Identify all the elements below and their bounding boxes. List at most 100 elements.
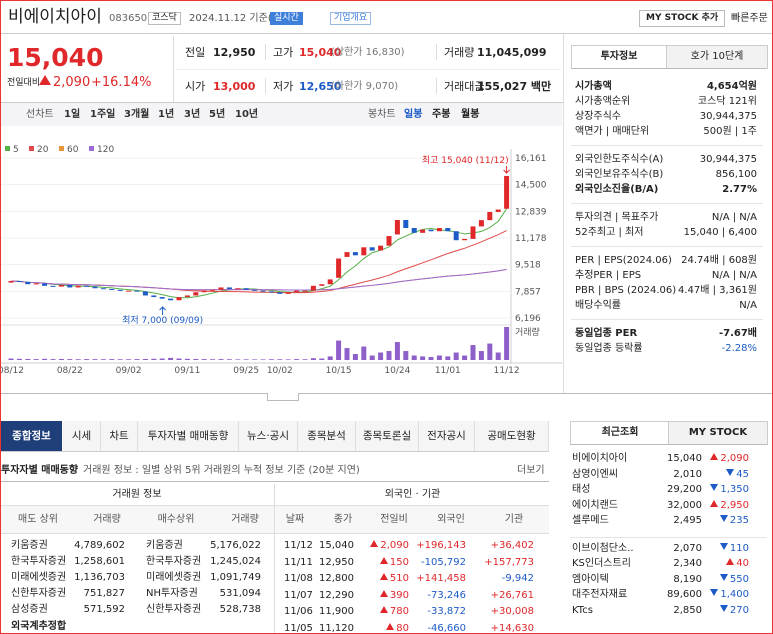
volume-bar: [470, 345, 476, 360]
low-arrow: [159, 306, 166, 315]
period-tab[interactable]: 1일: [64, 109, 81, 120]
candle-tab[interactable]: 주봉: [432, 109, 451, 120]
menu-tab[interactable]: 뉴스·공시: [239, 421, 298, 451]
my-stock-button[interactable]: MY STOCK 추가: [639, 10, 726, 27]
tab[interactable]: MY STOCK: [668, 421, 768, 445]
table-title: 거래원 정보: [112, 489, 162, 500]
summary-note: (하한가 9,070): [331, 81, 399, 92]
candle-body: [100, 288, 106, 290]
table-cell: 11,120: [319, 622, 354, 634]
period-tab[interactable]: 1주일: [90, 109, 116, 120]
table-cell: -46,660: [427, 622, 466, 634]
candle-chart: 16,161 14,500 12,839 11,178 9,518 7,857 6,196 5…: [1, 145, 562, 376]
column-header: 종가: [333, 514, 353, 525]
divider: [1, 33, 772, 34]
menu-tab[interactable]: 종목분석: [298, 421, 356, 451]
x-tick-label: 11/12: [494, 366, 520, 376]
candle-body: [378, 245, 384, 251]
more-link[interactable]: 더보기: [517, 465, 545, 476]
menu-tab[interactable]: 시세: [63, 421, 101, 451]
info-label: 투자의견 | 목표주가: [575, 212, 659, 223]
tab[interactable]: 투자정보: [571, 45, 667, 68]
y-tick-label: 12,839: [515, 207, 547, 217]
recent-name[interactable]: 태성: [572, 484, 591, 495]
table-cell: 키움증권: [11, 540, 48, 551]
recent-name[interactable]: 엠아이텍: [572, 573, 609, 585]
recent-name[interactable]: KTcs: [572, 604, 593, 616]
recent-name[interactable]: 셀루메드: [572, 515, 609, 526]
recent-name[interactable]: 삼영이엔씨: [572, 468, 618, 480]
info-value: N/A: [739, 300, 757, 311]
volume-bar: [403, 351, 409, 360]
volume-bar: [445, 356, 451, 360]
high-arrow: [503, 166, 510, 174]
recent-name[interactable]: 에이치랜드: [572, 499, 618, 511]
y-tick-label: 7,857: [515, 287, 541, 297]
divider: [1, 481, 549, 482]
period-tab[interactable]: 3년: [184, 109, 201, 120]
realtime-badge[interactable]: 실시간: [270, 12, 303, 25]
recent-change: 235: [720, 515, 749, 527]
candle-tab[interactable]: 월봉: [461, 109, 480, 120]
candle-tab[interactable]: 일봉: [404, 109, 423, 120]
table-cell: -9,942: [501, 573, 534, 584]
column-header: 날짜: [285, 514, 305, 525]
menu-tab[interactable]: 차트: [101, 421, 138, 451]
table-cell: 150: [380, 557, 409, 569]
tab[interactable]: 최근조회: [570, 421, 670, 444]
recent-name[interactable]: 비에이치아이: [572, 453, 628, 464]
volume-bar: [50, 359, 56, 360]
volume-bar: [226, 359, 232, 360]
candle-body: [252, 289, 258, 291]
menu-tab[interactable]: 종목토론실: [356, 421, 419, 451]
table-cell: 15,040: [319, 540, 354, 551]
candle-body: [168, 298, 174, 301]
divider: [571, 203, 763, 204]
candle-body: [58, 285, 64, 287]
table-cell: NH투자증권: [146, 588, 198, 599]
recent-change: 2,090: [710, 453, 749, 465]
info-label: 외국인소진율(B/A): [575, 184, 659, 195]
period-tab[interactable]: 1년: [158, 109, 175, 120]
menu-tab[interactable]: 종합정보: [1, 421, 62, 451]
menu-tab[interactable]: 투자자별 매매동향: [138, 421, 239, 451]
tab[interactable]: 호가 10단계: [666, 45, 768, 69]
volume-bar: [134, 359, 140, 360]
candle-body: [42, 283, 48, 286]
collapse-button[interactable]: [267, 393, 299, 401]
divider: [436, 78, 437, 94]
summary-label: 전일: [185, 46, 206, 59]
recent-change: 110: [720, 543, 749, 555]
info-value: N/A | N/A: [711, 212, 757, 223]
info-label: 52주최고 | 최저: [575, 227, 644, 238]
table-cell: 11/06: [284, 606, 313, 617]
candle-body: [50, 285, 56, 287]
table-cell: 11,900: [319, 606, 354, 617]
quick-order-button[interactable]: 빠른주문: [731, 13, 768, 24]
candle-body: [134, 290, 140, 292]
summary-value: 15,040: [299, 46, 342, 59]
table-cell: -73,246: [427, 589, 466, 601]
info-label: 외국인보유주식수(B): [575, 169, 664, 180]
recent-price: 32,000: [667, 499, 702, 511]
candle-body: [302, 290, 308, 292]
candle-body: [75, 285, 81, 288]
info-value: 30,944,375: [699, 154, 757, 165]
volume-bar: [109, 359, 115, 360]
recent-name[interactable]: 이브이첨단소..: [572, 542, 634, 554]
table-cell: 80: [386, 623, 409, 634]
recent-name[interactable]: KS인더스트리: [572, 558, 631, 569]
menu-tab[interactable]: 공매도현황: [475, 421, 549, 451]
table-cell: +141,458: [416, 573, 466, 584]
recent-change: 2,950: [710, 500, 749, 512]
period-tab[interactable]: 10년: [235, 109, 259, 120]
period-tab[interactable]: 3개월: [124, 109, 150, 120]
recent-change: 1,400: [710, 589, 749, 601]
recent-name[interactable]: 대주전자재료: [572, 589, 628, 600]
volume-bar: [453, 352, 459, 360]
menu-tab[interactable]: 전자공시: [419, 421, 475, 451]
candle-body: [277, 292, 283, 294]
period-tab[interactable]: 5년: [209, 109, 226, 120]
stock-name: 비에이치아이: [8, 7, 102, 27]
company-info-button[interactable]: 기업개요: [330, 12, 372, 25]
